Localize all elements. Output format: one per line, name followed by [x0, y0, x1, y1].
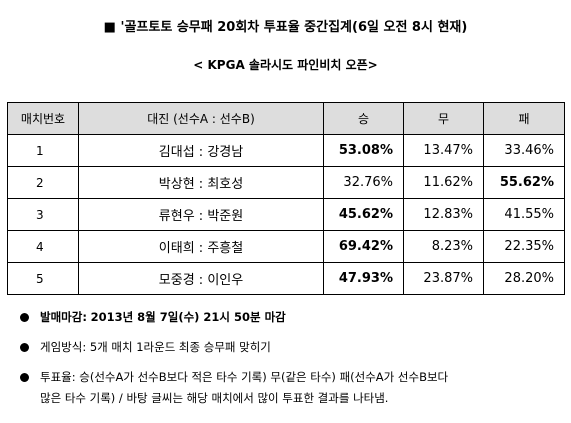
matchup-cell: 박상현 : 최호성 — [78, 166, 324, 199]
notes-section: 발매마감: 2013년 8월 7일(수) 21시 50분 마감 게임방식: 5개… — [20, 307, 560, 409]
table-row: 3 류현우 : 박준원 45.62% 12.83% 41.55% — [7, 198, 565, 231]
deadline-value: 2013년 8월 7일(수) 21시 50분 마감 — [90, 310, 286, 324]
matchup-cell: 김대섭 : 강경남 — [78, 134, 324, 167]
draw-rate-cell: 8.23% — [403, 230, 484, 263]
win-rate-cell: 53.08% — [323, 134, 404, 167]
col-header-match-number: 매치번호 — [7, 102, 79, 135]
page-title: ■ '골프토토 승무패 20회차 투표율 중간집계(6일 오전 8시 현재) — [103, 20, 468, 35]
note-deadline: 발매마감: 2013년 8월 7일(수) 21시 50분 마감 — [20, 307, 560, 328]
matchup-cell: 모중경 : 이인우 — [78, 262, 324, 295]
bullet-icon — [20, 373, 29, 382]
note-method: 게임방식: 5개 매치 1라운드 최종 승무패 맞히기 — [20, 337, 560, 358]
draw-rate-cell: 13.47% — [403, 134, 484, 167]
table-row: 1 김대섭 : 강경남 53.08% 13.47% 33.46% — [7, 134, 565, 167]
match-number-cell: 3 — [7, 198, 79, 231]
win-rate-cell: 45.62% — [323, 198, 404, 231]
match-number-cell: 5 — [7, 262, 79, 295]
matchup-cell: 이태희 : 주흥철 — [78, 230, 324, 263]
draw-rate-cell: 11.62% — [403, 166, 484, 199]
method-text: 게임방식: 5개 매치 1라운드 최종 승무패 맞히기 — [40, 340, 271, 354]
col-header-draw: 무 — [403, 102, 484, 135]
results-table: 매치번호 대진 (선수A : 선수B) 승 무 패 1 김대섭 : 강경남 53.0… — [7, 102, 565, 295]
match-number-cell: 4 — [7, 230, 79, 263]
note-vote-rate: 투표율: 승(선수A가 선수B보다 적은 타수 기록) 무(같은 타수) 패(선… — [20, 367, 560, 409]
col-header-matchup: 대진 (선수A : 선수B) — [78, 102, 324, 135]
loss-rate-cell: 55.62% — [483, 166, 565, 199]
vote-rate-line-1: 투표율: 승(선수A가 선수B보다 적은 타수 기록) 무(같은 타수) 패(선… — [40, 370, 449, 384]
table-header-row: 매치번호 대진 (선수A : 선수B) 승 무 패 — [7, 102, 565, 135]
table-row: 4 이태희 : 주흥철 69.42% 8.23% 22.35% — [7, 230, 565, 263]
matchup-cell: 류현우 : 박준원 — [78, 198, 324, 231]
table-row: 2 박상현 : 최호성 32.76% 11.62% 55.62% — [7, 166, 565, 199]
bullet-icon — [20, 313, 29, 322]
match-number-cell: 2 — [7, 166, 79, 199]
loss-rate-cell: 22.35% — [483, 230, 565, 263]
col-header-win: 승 — [323, 102, 404, 135]
match-number-cell: 1 — [7, 134, 79, 167]
win-rate-cell: 69.42% — [323, 230, 404, 263]
win-rate-cell: 32.76% — [323, 166, 404, 199]
bullet-icon — [20, 343, 29, 352]
deadline-label: 발매마감: — [40, 310, 87, 324]
page-subtitle: < KPGA 솔라시도 파인비치 오픈> — [193, 58, 378, 72]
draw-rate-cell: 23.87% — [403, 262, 484, 295]
vote-rate-line-2: 많은 타수 기록) / 바탕 글씨는 해당 매치에서 많이 투표한 결과를 나타… — [40, 391, 389, 405]
col-header-loss: 패 — [483, 102, 565, 135]
loss-rate-cell: 41.55% — [483, 198, 565, 231]
table-row: 5 모중경 : 이인우 47.93% 23.87% 28.20% — [7, 262, 565, 295]
loss-rate-cell: 28.20% — [483, 262, 565, 295]
draw-rate-cell: 12.83% — [403, 198, 484, 231]
loss-rate-cell: 33.46% — [483, 134, 565, 167]
win-rate-cell: 47.93% — [323, 262, 404, 295]
